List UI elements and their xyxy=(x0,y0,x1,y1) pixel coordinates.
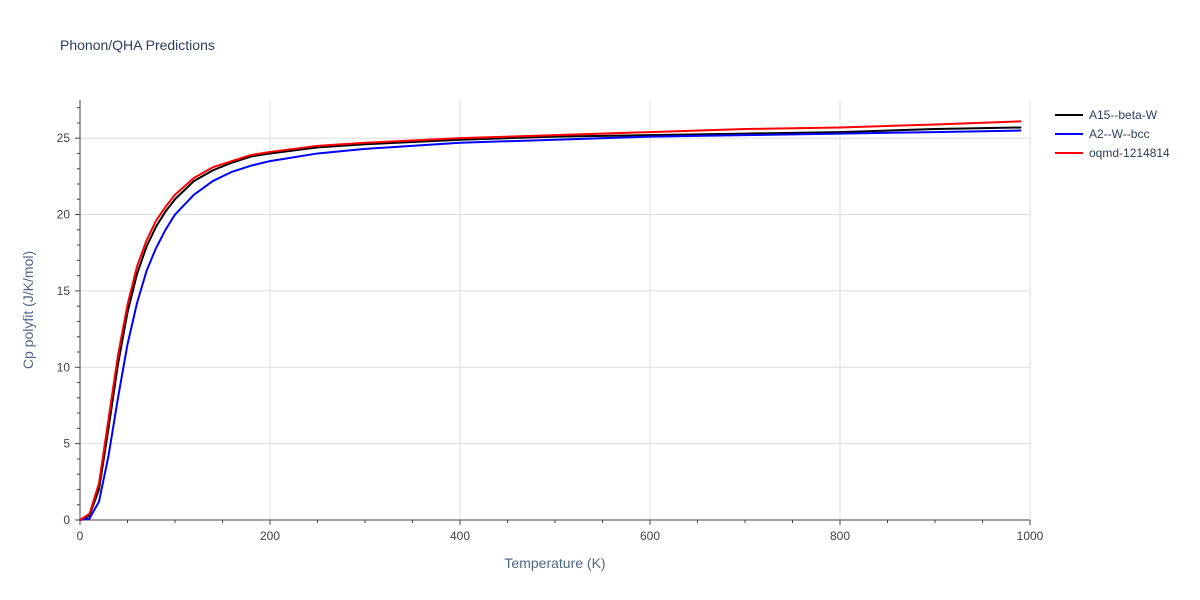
x-tick-label: 600 xyxy=(640,529,660,543)
legend-label: oqmd-1214814 xyxy=(1089,146,1170,160)
legend-item[interactable]: oqmd-1214814 xyxy=(1055,146,1170,160)
legend[interactable]: A15--beta-W A2--W--bcc oqmd-1214814 xyxy=(1055,108,1170,160)
legend-label: A2--W--bcc xyxy=(1089,127,1149,141)
legend-item[interactable]: A15--beta-W xyxy=(1055,108,1158,122)
grid xyxy=(80,100,1031,520)
axes: 0 200 400 600 800 1000 0 5 10 15 20 25 xyxy=(57,100,1044,543)
x-tick-label: 1000 xyxy=(1017,529,1044,543)
chart-title: Phonon/QHA Predictions xyxy=(60,37,215,53)
x-tick-label: 0 xyxy=(77,529,84,543)
series xyxy=(79,120,1022,521)
y-tick-label: 15 xyxy=(57,284,71,298)
series-line xyxy=(79,129,1022,521)
series-line xyxy=(79,120,1022,521)
x-tick-label: 400 xyxy=(450,529,470,543)
y-tick-label: 20 xyxy=(57,208,71,222)
y-tick-label: 0 xyxy=(63,513,70,527)
series-line xyxy=(79,126,1022,521)
x-axis-title: Temperature (K) xyxy=(504,555,605,571)
y-tick-label: 5 xyxy=(63,437,70,451)
y-tick-label: 25 xyxy=(57,131,71,145)
legend-item[interactable]: A2--W--bcc xyxy=(1055,127,1149,141)
x-tick-label: 800 xyxy=(830,529,850,543)
x-tick-label: 200 xyxy=(260,529,280,543)
y-axis-title: Cp polyfit (J/K/mol) xyxy=(20,251,36,369)
y-tick-label: 10 xyxy=(57,360,71,374)
legend-label: A15--beta-W xyxy=(1089,108,1158,122)
